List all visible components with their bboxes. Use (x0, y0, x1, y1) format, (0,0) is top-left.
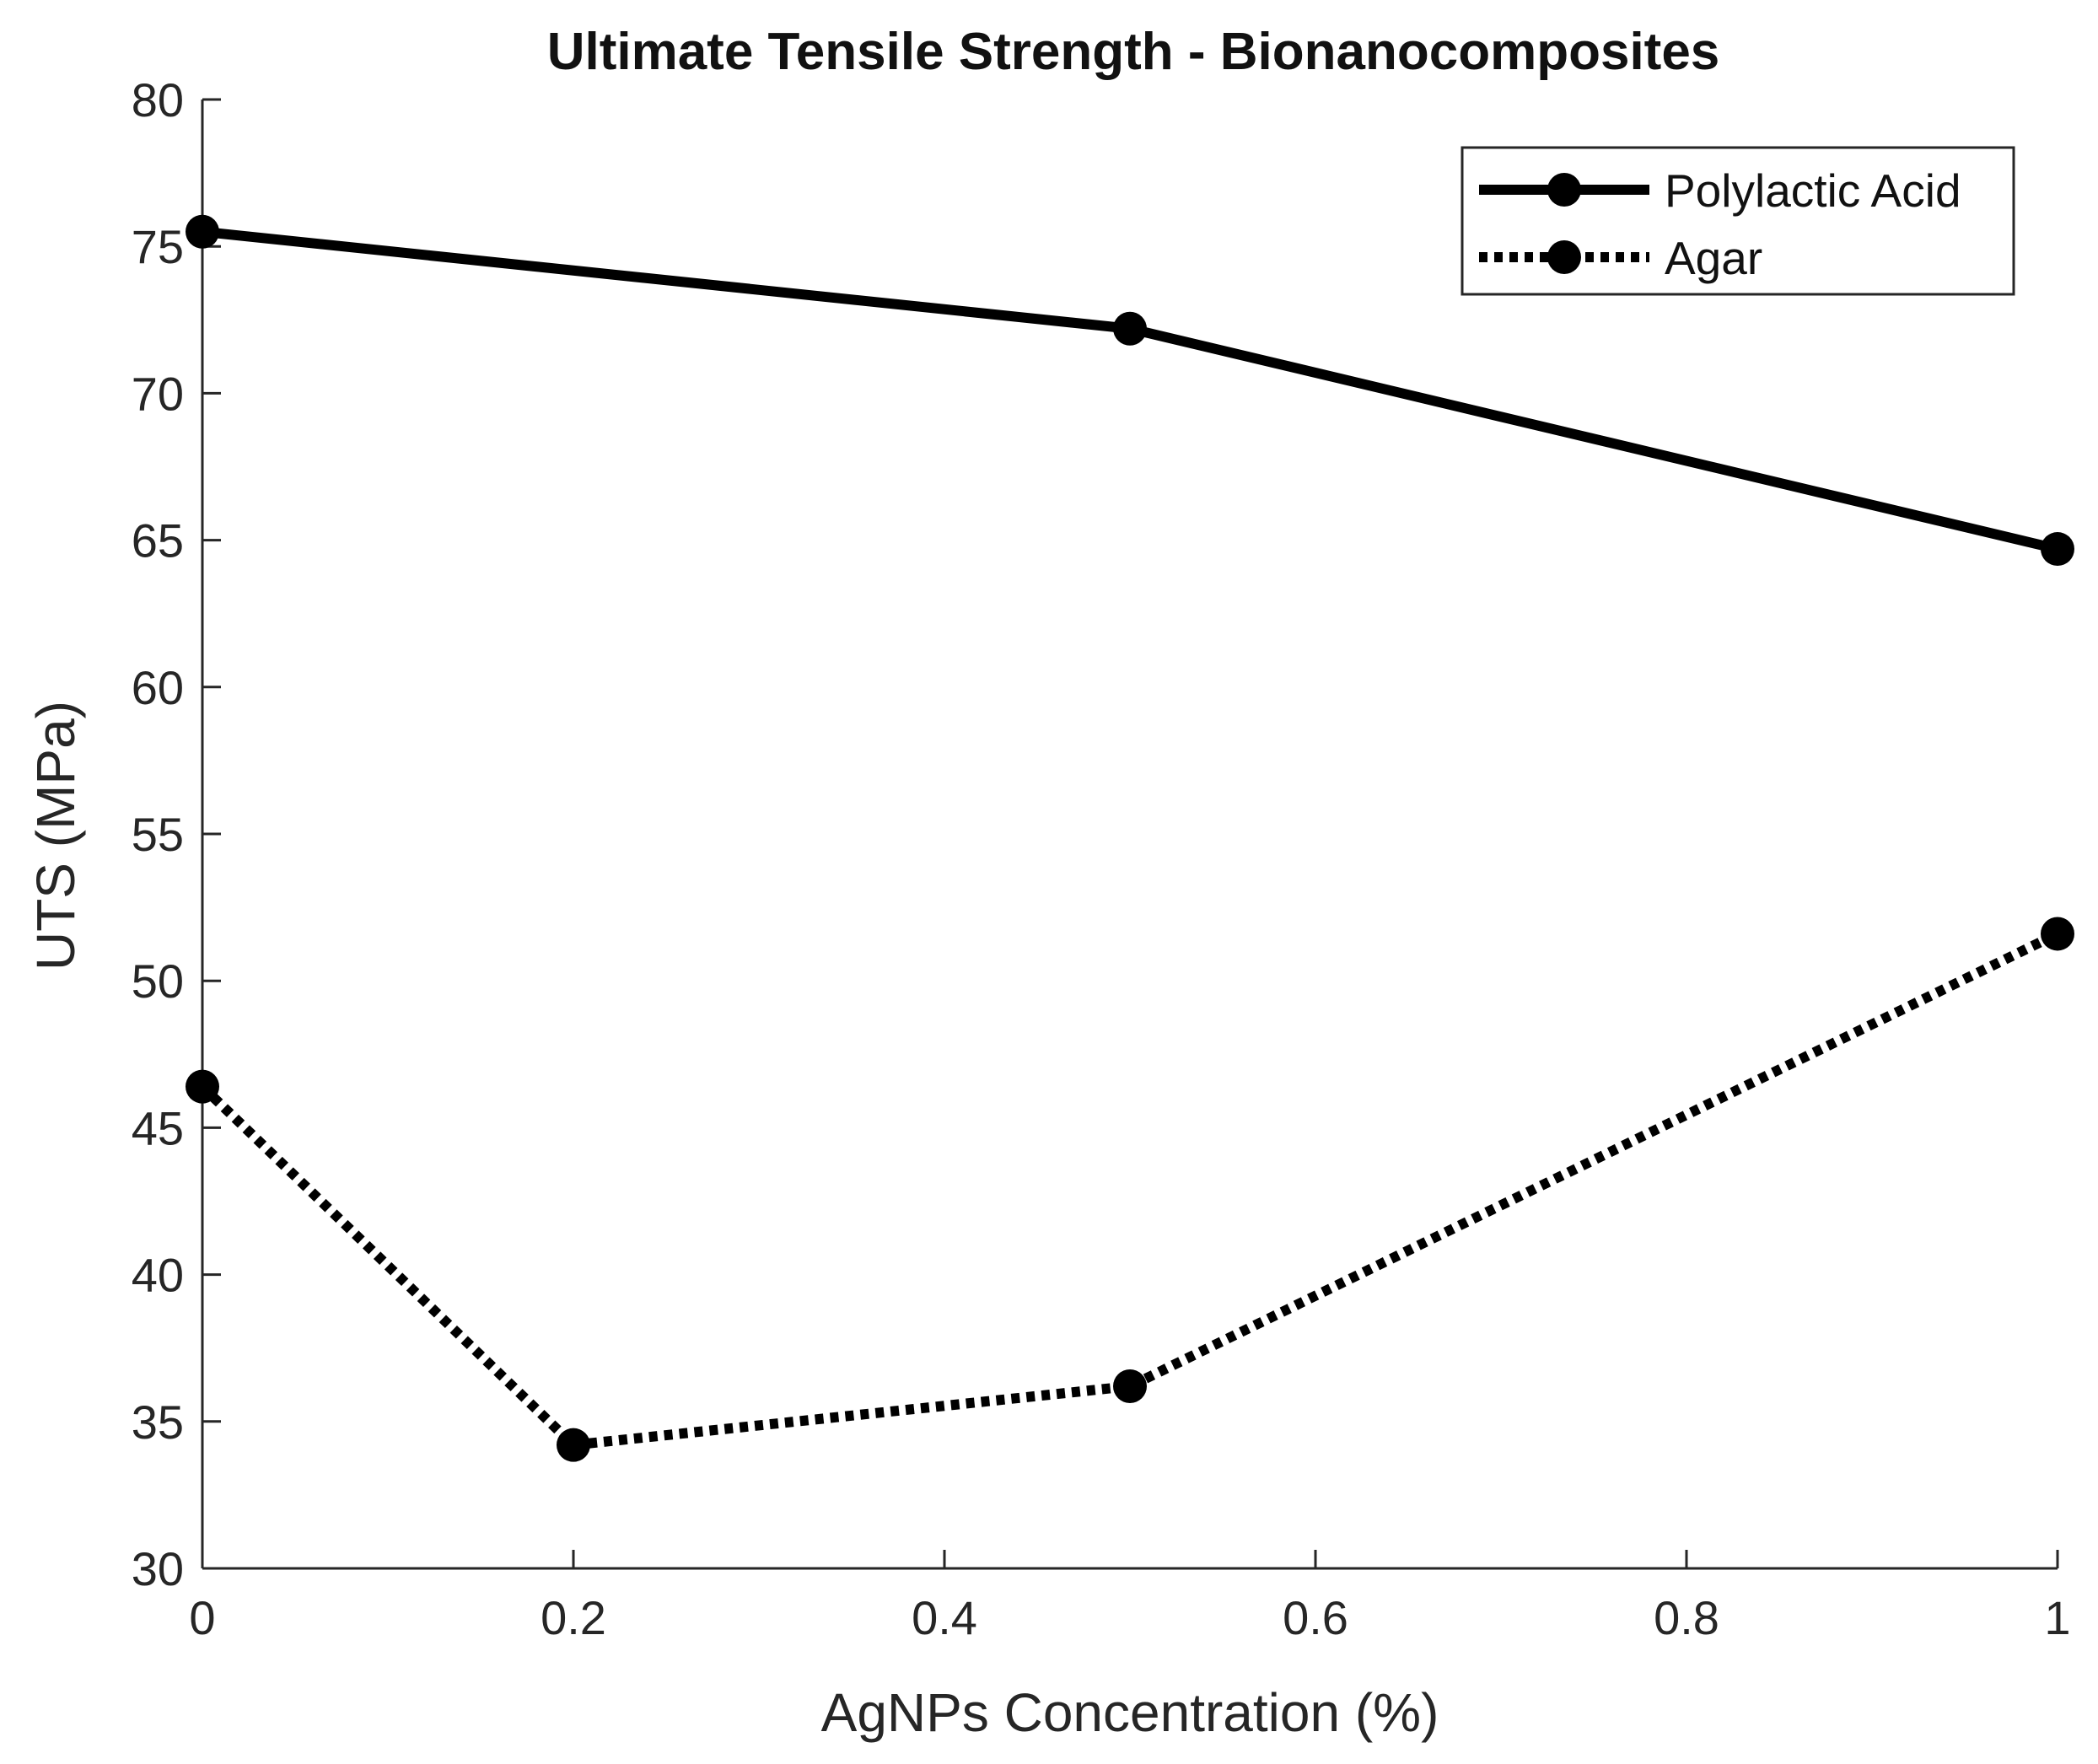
legend-marker-polylactic-acid (1547, 173, 1581, 207)
data-point-agar-1 (557, 1428, 590, 1462)
data-point-agar-0 (186, 1069, 219, 1104)
legend-marker-agar (1547, 240, 1581, 274)
series-line-agar (198, 929, 2060, 1450)
y-tick-label-80: 80 (132, 73, 184, 126)
x-tick-label-1: 1 (2044, 1591, 2070, 1644)
data-point-polylactic-acid-1 (1113, 311, 1147, 346)
data-point-agar-3 (2041, 917, 2074, 951)
axes: 30 35 40 45 50 55 60 65 70 75 80 0 0.2 0.4 0.6 0.8 1 (132, 73, 2071, 1644)
series-layer (186, 214, 2074, 1462)
y-tick-label-55: 55 (132, 808, 184, 861)
y-tick-label-50: 50 (132, 955, 184, 1008)
legend: Polylactic Acid Agar (1461, 146, 2015, 296)
y-tick-label-65: 65 (132, 514, 184, 567)
legend-label-polylactic-acid: Polylactic Acid (1665, 164, 1961, 217)
x-axis-label: AgNPs Concentration (%) (821, 1682, 1439, 1743)
x-tick-label-0.4: 0.4 (912, 1591, 977, 1644)
y-tick-label-70: 70 (132, 367, 184, 420)
legend-label-agar: Agar (1665, 232, 1762, 284)
y-axis-label: UTS (MPa) (25, 701, 86, 971)
x-tick-label-0: 0 (189, 1591, 215, 1644)
y-tick-label-60: 60 (132, 661, 184, 714)
series-agar (186, 917, 2074, 1462)
x-tick-label-0.6: 0.6 (1283, 1591, 1348, 1644)
chart-title: Ultimate Tensile Strength - Bionanocompo… (547, 23, 1720, 81)
y-tick-label-35: 35 (132, 1396, 184, 1449)
series-polylactic-acid (186, 214, 2074, 567)
y-tick-label-30: 30 (132, 1542, 184, 1595)
data-point-agar-2 (1113, 1369, 1147, 1403)
y-tick-label-40: 40 (132, 1249, 184, 1302)
x-tick-label-0.8: 0.8 (1654, 1591, 1719, 1644)
data-point-polylactic-acid-0 (186, 214, 219, 249)
data-point-polylactic-acid-2 (2041, 532, 2074, 567)
y-tick-label-75: 75 (132, 220, 184, 273)
x-tick-label-0.2: 0.2 (541, 1591, 606, 1644)
y-tick-label-45: 45 (132, 1101, 184, 1154)
